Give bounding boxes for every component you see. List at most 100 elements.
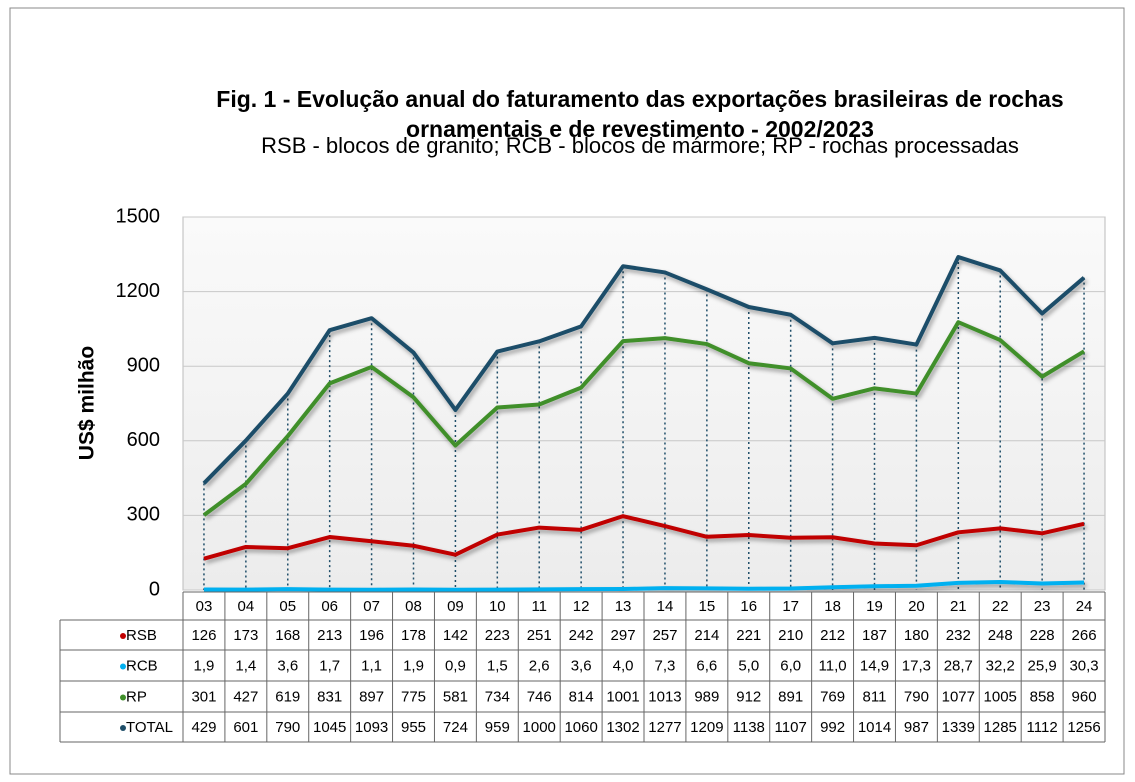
table-value: 955 bbox=[401, 719, 426, 736]
table-value: 912 bbox=[736, 688, 761, 705]
table-value: 2,6 bbox=[529, 657, 550, 674]
x-tick-label: 17 bbox=[782, 598, 799, 615]
table-value: 1013 bbox=[648, 688, 681, 705]
table-value: 734 bbox=[485, 688, 510, 705]
table-value: 1256 bbox=[1067, 719, 1100, 736]
table-value: 1,7 bbox=[319, 657, 340, 674]
table-value: 30,3 bbox=[1069, 657, 1098, 674]
table-value: 724 bbox=[443, 719, 468, 736]
table-value: 1112 bbox=[1027, 719, 1058, 736]
table-value: 746 bbox=[527, 688, 552, 705]
table-value: 251 bbox=[527, 627, 552, 644]
table-value: 266 bbox=[1072, 627, 1097, 644]
x-tick-label: 06 bbox=[321, 598, 338, 615]
chart-subtitle: RSB - blocos de granito; RCB - blocos de… bbox=[261, 133, 1019, 158]
x-tick-label: 16 bbox=[740, 598, 757, 615]
x-tick-label: 05 bbox=[279, 598, 296, 615]
x-tick-label: 07 bbox=[363, 598, 380, 615]
x-tick-label: 19 bbox=[866, 598, 883, 615]
legend-label: RCB bbox=[126, 657, 158, 674]
table-value: 987 bbox=[904, 719, 929, 736]
table-value: 992 bbox=[820, 719, 845, 736]
table-value: 1,5 bbox=[487, 657, 508, 674]
table-value: 221 bbox=[736, 627, 761, 644]
table-value: 1209 bbox=[690, 719, 723, 736]
table-value: 619 bbox=[275, 688, 300, 705]
x-tick-label: 18 bbox=[824, 598, 841, 615]
series-line bbox=[203, 514, 1085, 561]
legend-label: TOTAL bbox=[126, 719, 173, 736]
table-value: 1045 bbox=[313, 719, 346, 736]
table-value: 1339 bbox=[942, 719, 975, 736]
table-value: 831 bbox=[317, 688, 342, 705]
table-value: 858 bbox=[1030, 688, 1055, 705]
table-value: 0,9 bbox=[445, 657, 466, 674]
table-value: 187 bbox=[862, 627, 887, 644]
y-axis-label: US$ milhão bbox=[76, 346, 99, 460]
table-value: 1060 bbox=[564, 719, 597, 736]
table-value: 1302 bbox=[606, 719, 639, 736]
legend-label: RP bbox=[126, 688, 147, 705]
table-value: 168 bbox=[275, 627, 300, 644]
table-value: 1,1 bbox=[361, 657, 382, 674]
table-value: 25,9 bbox=[1028, 657, 1057, 674]
y-tick-label: 900 bbox=[127, 354, 160, 376]
table-value: 1077 bbox=[942, 688, 975, 705]
table-value: 769 bbox=[820, 688, 845, 705]
x-tick-label: 10 bbox=[489, 598, 506, 615]
table-value: 790 bbox=[904, 688, 929, 705]
y-tick-label: 1200 bbox=[116, 280, 161, 302]
series-line bbox=[202, 320, 1086, 517]
table-value: 1093 bbox=[355, 719, 388, 736]
table-value: 581 bbox=[443, 688, 468, 705]
x-tick-label: 12 bbox=[573, 598, 590, 615]
table-value: 3,6 bbox=[277, 657, 298, 674]
table-value: 301 bbox=[191, 688, 216, 705]
series-line bbox=[203, 579, 1085, 592]
table-value: 142 bbox=[443, 627, 468, 644]
table-value: 1014 bbox=[858, 719, 891, 736]
table-value: 4,0 bbox=[613, 657, 634, 674]
table-value: 1,9 bbox=[194, 657, 215, 674]
x-tick-label: 14 bbox=[657, 598, 674, 615]
table-value: 232 bbox=[946, 627, 971, 644]
x-tick-label: 15 bbox=[699, 598, 716, 615]
y-tick-label: 0 bbox=[149, 578, 160, 600]
x-tick-label: 08 bbox=[405, 598, 422, 615]
legend-marker bbox=[120, 663, 126, 670]
table-value: 28,7 bbox=[944, 657, 973, 674]
table-value: 959 bbox=[485, 719, 510, 736]
table-value: 601 bbox=[233, 719, 258, 736]
x-tick-label: 13 bbox=[615, 598, 632, 615]
x-tick-label: 20 bbox=[908, 598, 925, 615]
table-value: 897 bbox=[359, 688, 384, 705]
legend-marker bbox=[120, 725, 126, 731]
y-tick-label: 600 bbox=[127, 429, 160, 451]
table-value: 1285 bbox=[984, 719, 1017, 736]
table-value: 1000 bbox=[523, 719, 556, 736]
x-tick-label: 09 bbox=[447, 598, 464, 615]
table-value: 297 bbox=[611, 627, 636, 644]
x-tick-label: 21 bbox=[950, 598, 967, 615]
table-value: 1107 bbox=[775, 719, 807, 736]
table-value: 1,4 bbox=[235, 657, 256, 674]
table-value: 223 bbox=[485, 627, 510, 644]
plot-area bbox=[182, 216, 1106, 591]
table-value: 429 bbox=[191, 719, 216, 736]
table-value: 1005 bbox=[984, 688, 1017, 705]
table-value: 1001 bbox=[606, 688, 639, 705]
x-tick-label: 24 bbox=[1076, 598, 1093, 615]
table-value: 257 bbox=[652, 627, 677, 644]
table-value: 248 bbox=[988, 627, 1013, 644]
legend-label: RSB bbox=[126, 627, 157, 644]
table-value: 7,3 bbox=[655, 657, 676, 674]
x-tick-label: 11 bbox=[531, 598, 547, 615]
y-tick-label: 300 bbox=[127, 504, 160, 526]
table-value: 1138 bbox=[733, 719, 765, 736]
table-value: 178 bbox=[401, 627, 426, 644]
table-value: 11,0 bbox=[819, 657, 847, 674]
table-value: 960 bbox=[1072, 688, 1097, 705]
x-tick-label: 04 bbox=[238, 598, 255, 615]
